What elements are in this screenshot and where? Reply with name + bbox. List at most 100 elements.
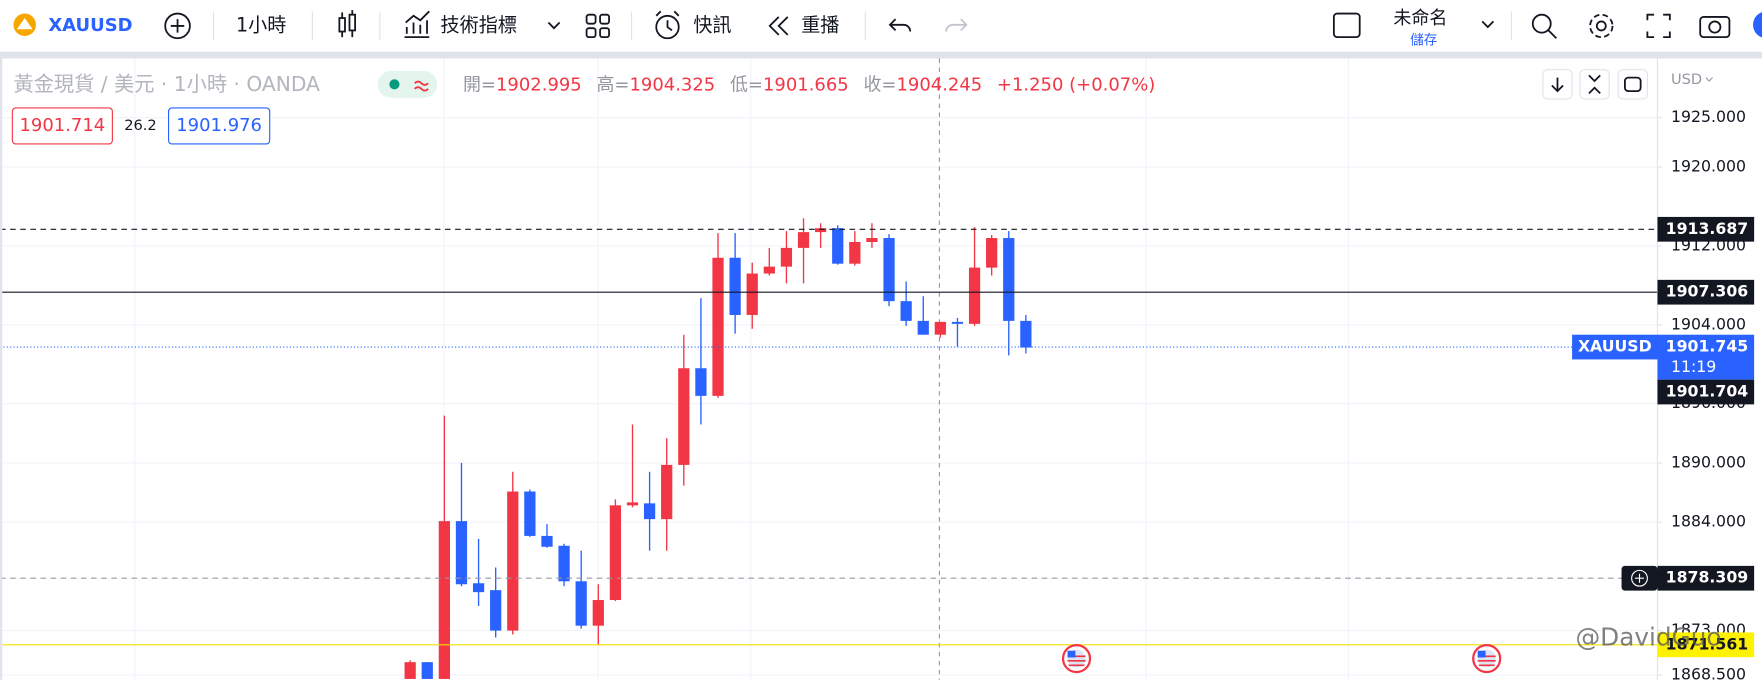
- snapshot-button[interactable]: [1699, 16, 1731, 39]
- layout-grid-button[interactable]: [585, 13, 610, 39]
- alerts-button[interactable]: 快訊: [655, 10, 732, 40]
- buy-button[interactable]: 1901.976: [167, 107, 271, 145]
- currency-button[interactable]: USD: [1671, 71, 1702, 88]
- event-flag[interactable]: [1061, 643, 1092, 674]
- event-flag[interactable]: [1472, 643, 1502, 674]
- scroll-down-button[interactable]: [1542, 69, 1573, 100]
- data-delay-icon: [414, 80, 429, 92]
- candle-body: [455, 521, 468, 585]
- symbol-tag-bg: [1572, 334, 1658, 360]
- change: +1.250 (+0.07%): [997, 74, 1155, 95]
- more-button[interactable]: [1617, 69, 1648, 100]
- candle-body: [849, 241, 861, 264]
- sell-button[interactable]: 1901.714: [11, 107, 113, 145]
- price-label: 1901.745: [1666, 337, 1749, 356]
- candle-body: [558, 545, 570, 582]
- candle-body: [729, 257, 741, 315]
- candle-body: [1020, 320, 1032, 348]
- candle-body: [609, 505, 622, 601]
- candle-body: [797, 232, 810, 248]
- bid-price: 1901.714: [19, 115, 105, 136]
- account-button[interactable]: [1753, 11, 1762, 38]
- price-lines: [0, 228, 1658, 646]
- spread: 26.2: [124, 117, 157, 134]
- indicators-label: 技術指標: [441, 13, 517, 36]
- candle-body: [490, 590, 502, 631]
- candle-body: [661, 464, 673, 520]
- ohlc-label: 高=: [596, 74, 629, 95]
- candle-body: [968, 267, 981, 324]
- price-label-bg: [1657, 334, 1755, 380]
- currency-menu[interactable]: [1705, 77, 1713, 82]
- symbol-button[interactable]: XAUUSD: [13, 13, 133, 37]
- candle-body: [524, 491, 536, 536]
- y-tick-label: 1890.000: [1671, 452, 1746, 471]
- candle-body: [934, 321, 946, 335]
- candle-body: [592, 600, 604, 626]
- layout-menu[interactable]: [1481, 20, 1495, 29]
- candle-body: [900, 301, 912, 321]
- candle-body: [438, 521, 450, 679]
- interval-button[interactable]: 1小時: [236, 13, 286, 36]
- price-label-bg: [1657, 565, 1755, 591]
- price-label-bg: [1657, 279, 1755, 305]
- countdown: 11:19: [1671, 357, 1716, 376]
- symbol-tag: XAUUSD: [1578, 337, 1652, 356]
- ohlc-value: 1902.995: [496, 74, 582, 95]
- candle-body: [626, 502, 639, 506]
- settings-button[interactable]: [1589, 13, 1614, 39]
- collapse-button[interactable]: [1579, 69, 1610, 100]
- candle-body: [986, 238, 998, 268]
- market-status[interactable]: [377, 70, 438, 98]
- undo-button[interactable]: [888, 18, 912, 32]
- candle-body: [763, 266, 775, 274]
- candle-body: [1003, 238, 1015, 321]
- candle-body: [507, 491, 519, 631]
- indicators-button[interactable]: 技術指標: [404, 10, 561, 39]
- y-tick-label: 1904.000: [1671, 314, 1746, 333]
- price-label: 1878.309: [1666, 568, 1749, 587]
- candle-body: [678, 368, 690, 465]
- ohlc-value: 1904.245: [896, 74, 982, 95]
- replay-button[interactable]: 重播: [768, 13, 840, 36]
- ohlc-value: 1901.665: [763, 74, 849, 95]
- candle-body: [421, 662, 433, 679]
- price-label: 1871.561: [1666, 634, 1749, 653]
- add-order-icon: [1631, 569, 1648, 587]
- layout-checkbox[interactable]: [1332, 12, 1361, 39]
- ohlc-label: 開=: [463, 74, 496, 95]
- fullscreen-button[interactable]: [1646, 13, 1671, 39]
- market-open-dot: [389, 79, 400, 90]
- price-label-bg: [1657, 216, 1755, 242]
- left-border: [0, 58, 3, 680]
- candle-body: [746, 273, 758, 315]
- add-order-icon: [1635, 573, 1645, 583]
- save-layout-button[interactable]: 未命名 儲存: [1393, 8, 1447, 48]
- ohlc-legend: 開=1902.995 高=1904.325 低=1901.665 收=1904.…: [463, 74, 1155, 95]
- instrument-title: 黃金現貨 / 美元 · 1小時 · OANDA: [13, 72, 320, 96]
- save-label: 儲存: [1410, 33, 1437, 49]
- add-symbol[interactable]: [164, 12, 191, 40]
- symbol-logo-mark: [16, 18, 33, 30]
- alerts-label: 快訊: [693, 13, 731, 36]
- price-label-bg: [1657, 379, 1755, 405]
- search-button[interactable]: [1531, 13, 1557, 39]
- candle-body: [541, 535, 553, 547]
- ask-price: 1901.976: [176, 115, 262, 136]
- chart-type-button[interactable]: [338, 10, 356, 38]
- symbol: XAUUSD: [48, 15, 132, 36]
- watermark: @DavidGuo: [1575, 622, 1721, 651]
- candle-body: [883, 238, 895, 302]
- candle-body: [815, 228, 827, 233]
- candle-body: [712, 257, 724, 396]
- redo-button[interactable]: [945, 18, 968, 32]
- candle-body: [472, 583, 485, 593]
- toolbar: [0, 0, 1762, 52]
- toolbar-divider: [0, 51, 1762, 59]
- candle-body: [695, 368, 707, 396]
- candle-body: [866, 238, 878, 242]
- ohlc-value: 1904.325: [629, 74, 715, 95]
